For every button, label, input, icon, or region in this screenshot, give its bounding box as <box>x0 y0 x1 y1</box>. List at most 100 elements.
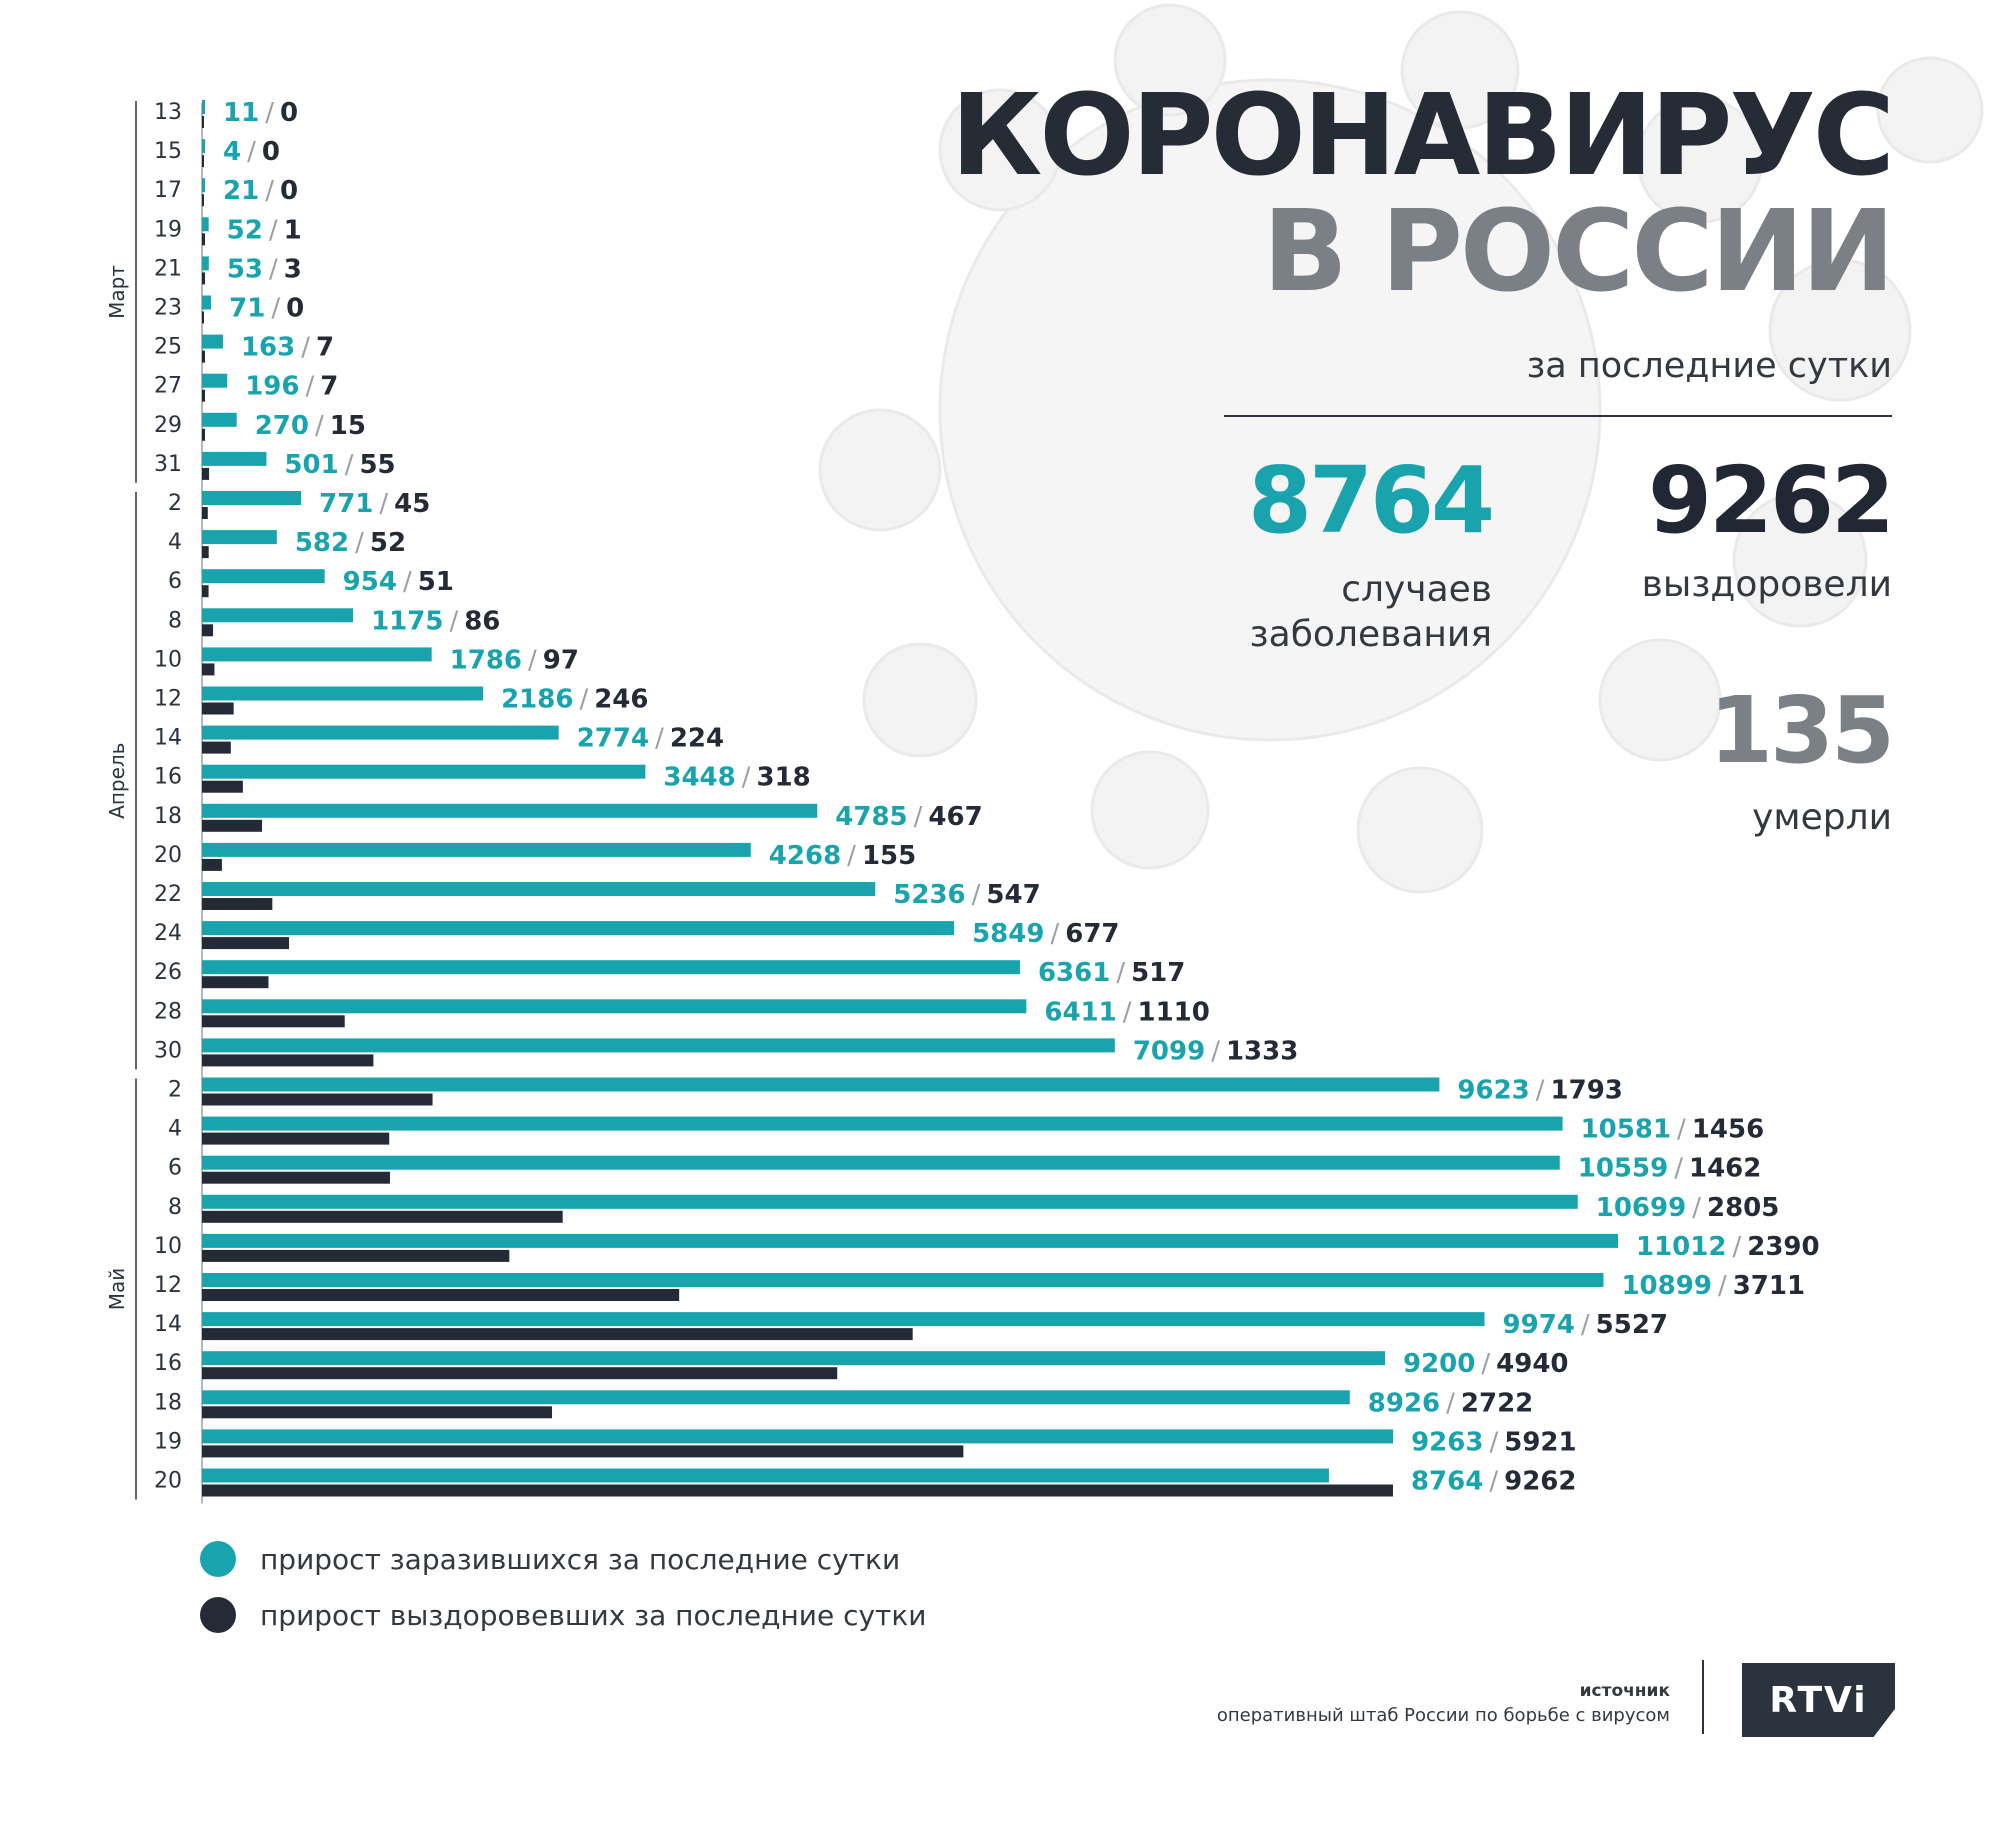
tick-label: 16 <box>154 1351 182 1376</box>
tick-label: 25 <box>154 335 182 360</box>
tick-label: 2 <box>168 491 182 516</box>
bar-recovered <box>202 976 269 989</box>
bar-infected <box>202 1194 1578 1209</box>
tick-label: 12 <box>154 687 182 712</box>
data-label: 9263/5921 <box>1411 1427 1577 1457</box>
bar-infected <box>202 100 205 114</box>
data-label: 5849/677 <box>972 919 1119 949</box>
tick-label: 28 <box>154 999 182 1024</box>
bar-infected <box>202 647 432 662</box>
data-label: 71/0 <box>229 294 304 324</box>
data-label: 2774/224 <box>577 724 724 754</box>
bar-infected <box>202 178 205 193</box>
bar-infected <box>202 1468 1329 1483</box>
title-line-1: КОРОНАВИРУС <box>950 71 1895 201</box>
legend-item-recovered: прирост выздоровевших за последние сутки <box>200 1597 926 1633</box>
bar-infected <box>202 491 302 505</box>
data-label: 9623/1793 <box>1457 1076 1623 1106</box>
bar-infected <box>202 1038 1115 1053</box>
title-line-2: В РОССИИ <box>1262 187 1895 317</box>
tick-label: 27 <box>154 374 182 399</box>
tick-label: 8 <box>168 608 182 633</box>
data-label: 2186/246 <box>501 685 648 715</box>
data-label: 582/52 <box>295 528 406 558</box>
legend-swatch-infected <box>200 1541 236 1577</box>
legend-swatch-recovered <box>200 1597 236 1633</box>
tick-label: 16 <box>154 765 182 790</box>
bar-recovered <box>202 585 209 598</box>
bar-recovered <box>202 1249 510 1262</box>
bar-recovered <box>202 1484 1393 1497</box>
tick-label: 20 <box>154 843 182 868</box>
bar-infected <box>202 139 205 154</box>
bar-recovered <box>202 1015 345 1028</box>
bar-infected <box>202 608 354 623</box>
data-label: 954/51 <box>343 567 454 597</box>
bar-recovered <box>202 546 209 559</box>
bar-infected <box>202 686 484 701</box>
bar-recovered <box>202 1406 553 1419</box>
bar-infected <box>202 882 876 896</box>
tick-label: 20 <box>154 1469 182 1494</box>
bar-recovered <box>202 428 205 441</box>
data-label: 1175/86 <box>371 606 500 636</box>
bar-infected <box>202 334 223 349</box>
data-label: 52/1 <box>227 215 302 245</box>
bar-recovered <box>202 1367 838 1380</box>
tick-label: 24 <box>154 921 182 946</box>
tick-label: 8 <box>168 1195 182 1220</box>
bar-recovered <box>202 1171 390 1184</box>
bar-infected <box>202 569 325 584</box>
recovered-value: 9262 <box>1647 447 1895 554</box>
data-label: 1786/97 <box>450 645 579 675</box>
bar-recovered <box>202 1445 964 1458</box>
bar-recovered <box>202 1054 374 1067</box>
data-label: 270/15 <box>255 411 366 441</box>
data-label: 163/7 <box>241 333 334 363</box>
data-label: 9974/5527 <box>1503 1310 1669 1340</box>
bar-recovered <box>202 1289 680 1301</box>
legend-label-recovered: прирост выздоровевших за последние сутки <box>260 1598 927 1632</box>
month-label-2: Май <box>105 1268 129 1311</box>
bar-infected <box>202 842 751 857</box>
bar-recovered <box>202 311 204 324</box>
tick-label: 26 <box>154 960 182 985</box>
bar-infected <box>202 1077 1440 1092</box>
data-label: 5236/547 <box>893 880 1040 910</box>
recovered-label: выздоровели <box>1641 564 1892 605</box>
tick-label: 14 <box>154 1312 182 1337</box>
deaths-label: умерли <box>1752 797 1892 838</box>
data-label: 6411/1110 <box>1044 997 1210 1027</box>
data-label: 11012/2390 <box>1636 1232 1820 1262</box>
bar-recovered <box>202 389 205 402</box>
bar-infected <box>202 960 1020 975</box>
bar-infected <box>202 451 267 466</box>
source-divider <box>1702 1660 1704 1734</box>
tick-label: 18 <box>154 1390 182 1415</box>
bar-recovered <box>202 194 204 207</box>
data-label: 8926/2722 <box>1368 1388 1534 1418</box>
bar-recovered <box>202 1328 913 1341</box>
tick-label: 10 <box>154 1234 182 1259</box>
data-label: 10559/1462 <box>1578 1154 1762 1184</box>
bar-recovered <box>202 1093 433 1106</box>
bar-recovered <box>202 898 273 910</box>
bar-recovered <box>202 467 210 480</box>
data-label: 196/7 <box>245 372 338 402</box>
bar-recovered <box>202 507 208 519</box>
data-label: 8764/9262 <box>1411 1467 1577 1497</box>
data-label: 11/0 <box>223 98 298 128</box>
bar-recovered <box>202 1210 563 1223</box>
bar-infected <box>202 1351 1386 1366</box>
data-label: 771/45 <box>319 489 430 519</box>
tick-label: 14 <box>154 726 182 751</box>
tick-label: 21 <box>154 256 182 281</box>
bar-recovered <box>202 663 215 676</box>
data-label: 53/3 <box>227 254 302 284</box>
data-label: 4785/467 <box>835 802 982 832</box>
header-divider <box>1224 415 1892 417</box>
bar-recovered <box>202 1132 390 1145</box>
bar-infected <box>202 1273 1604 1287</box>
